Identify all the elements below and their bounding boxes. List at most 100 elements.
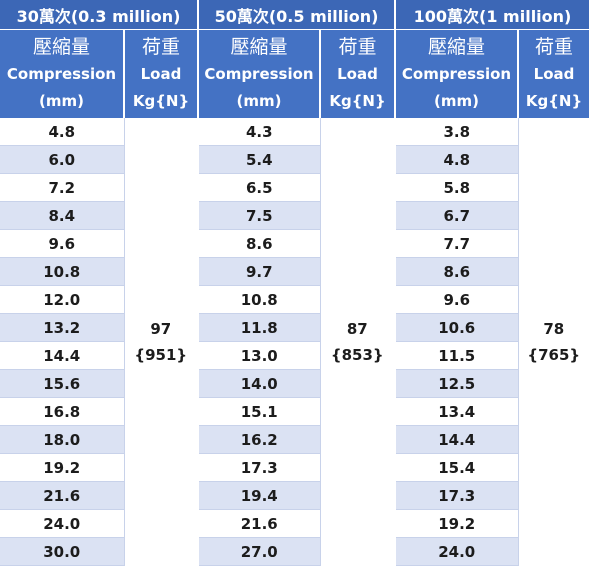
- compression-cell: 11.8: [198, 313, 320, 342]
- data-row: 13.2 11.8 10.6: [0, 313, 590, 342]
- load-cell: 97 {951}: [123, 118, 199, 566]
- load-cell: 78 {765}: [517, 118, 590, 566]
- compression-cell: 13.4: [395, 397, 518, 426]
- compression-cell: 7.2: [0, 173, 124, 202]
- load-line: 97: [150, 319, 172, 338]
- header-line: Compression: [6, 64, 117, 83]
- compression-cell: 19.2: [395, 509, 518, 538]
- compression-cell: 6.7: [395, 201, 518, 230]
- header-line: Kg{N}: [525, 91, 583, 110]
- compression-cell: 24.0: [0, 509, 124, 538]
- data-row: 6.0 5.4 4.8: [0, 145, 590, 174]
- header-line: Kg{N}: [329, 91, 386, 110]
- header-line: Load: [533, 64, 575, 83]
- header-row: 壓縮量 Compression (mm) 荷重 Load Kg{N} 壓縮量 Compress…: [0, 29, 590, 118]
- compression-cell: 6.0: [0, 145, 124, 174]
- header-line: Kg{N}: [132, 91, 190, 110]
- load-line: {951}: [134, 345, 188, 364]
- compression-cell: 19.2: [0, 453, 124, 482]
- header-line: 壓縮量: [32, 35, 90, 58]
- compression-cell: 15.6: [0, 369, 124, 398]
- compression-header: 壓縮量 Compression (mm): [0, 29, 125, 118]
- compression-cell: 13.0: [198, 341, 320, 370]
- header-line: 荷重: [338, 35, 377, 58]
- data-row: 9.6 8.6 7.7: [0, 229, 590, 258]
- compression-cell: 19.4: [198, 481, 320, 510]
- load-header: 荷重 Load Kg{N}: [518, 29, 590, 118]
- header-line: 壓縮量: [427, 35, 485, 58]
- compression-cell: 24.0: [395, 537, 518, 566]
- data-row: 15.6 14.0 12.5: [0, 369, 590, 398]
- compression-cell: 8.6: [198, 229, 320, 258]
- data-row: 30.0 27.0 24.0: [0, 537, 590, 566]
- compression-cell: 8.6: [395, 257, 518, 286]
- group-title: 50萬次(0.5 million): [198, 0, 396, 30]
- compression-cell: 5.4: [198, 145, 320, 174]
- title-row: 30萬次(0.3 million) 50萬次(0.5 million) 100萬次(…: [0, 0, 590, 30]
- compression-cell: 15.4: [395, 453, 518, 482]
- compression-cell: 30.0: [0, 537, 124, 566]
- compression-cell: 21.6: [0, 481, 124, 510]
- data-row: 24.0 21.6 19.2: [0, 509, 590, 538]
- compression-cell: 9.6: [0, 229, 124, 258]
- data-row: 4.8 97 {951} 4.3 87 {853} 3.8 78 {765}: [0, 118, 590, 566]
- compression-cell: 21.6: [198, 509, 320, 538]
- load-line: {765}: [527, 345, 581, 364]
- compression-cell: 15.1: [198, 397, 320, 426]
- compression-cell: 7.5: [198, 201, 320, 230]
- load-line: 78: [543, 319, 565, 338]
- header-line: Load: [337, 64, 378, 83]
- compression-cell: 16.2: [198, 425, 320, 454]
- header-line: (mm): [236, 91, 282, 110]
- table-body: 4.8 97 {951} 4.3 87 {853} 3.8 78 {765} 6.0 5.4 4.8 7…: [0, 118, 590, 566]
- data-row: 7.2 6.5 5.8: [0, 173, 590, 202]
- header-line: 荷重: [535, 35, 574, 58]
- group-title: 100萬次(1 million): [395, 0, 590, 30]
- group-title: 30萬次(0.3 million): [0, 0, 199, 30]
- compression-cell: 14.0: [198, 369, 320, 398]
- compression-cell: 12.5: [395, 369, 518, 398]
- header-line: Compression: [401, 64, 512, 83]
- compression-header: 壓縮量 Compression (mm): [198, 29, 321, 118]
- compression-cell: 12.0: [0, 285, 124, 314]
- compression-cell: 4.8: [0, 118, 124, 146]
- compression-cell: 10.8: [198, 285, 320, 314]
- data-row: 12.0 10.8 9.6: [0, 285, 590, 314]
- compression-cell: 9.7: [198, 257, 320, 286]
- data-row: 16.8 15.1 13.4: [0, 397, 590, 426]
- header-line: 荷重: [141, 35, 180, 58]
- header-line: Compression: [204, 64, 314, 83]
- header-line: Load: [140, 64, 182, 83]
- data-row: 14.4 13.0 11.5: [0, 341, 590, 370]
- load-cell: 87 {853}: [319, 118, 396, 566]
- compression-cell: 7.7: [395, 229, 518, 258]
- compression-cell: 11.5: [395, 341, 518, 370]
- compression-header: 壓縮量 Compression (mm): [395, 29, 519, 118]
- compression-cell: 17.3: [395, 481, 518, 510]
- load-line: {853}: [330, 345, 384, 364]
- compression-cell: 14.4: [395, 425, 518, 454]
- compression-cell: 14.4: [0, 341, 124, 370]
- compression-cell: 4.8: [395, 145, 518, 174]
- header-line: 壓縮量: [230, 35, 288, 58]
- compression-cell: 13.2: [0, 313, 124, 342]
- compression-cell: 4.3: [198, 118, 320, 146]
- compression-cell: 27.0: [198, 537, 320, 566]
- header-line: (mm): [434, 91, 479, 110]
- load-header: 荷重 Load Kg{N}: [320, 29, 396, 118]
- compression-cell: 9.6: [395, 285, 518, 314]
- compression-cell: 8.4: [0, 201, 124, 230]
- compression-cell: 16.8: [0, 397, 124, 426]
- data-row: 10.8 9.7 8.6: [0, 257, 590, 286]
- header-line: (mm): [39, 91, 84, 110]
- load-line: 87: [346, 319, 368, 338]
- compression-cell: 10.6: [395, 313, 518, 342]
- data-row: 19.2 17.3 15.4: [0, 453, 590, 482]
- compression-cell: 18.0: [0, 425, 124, 454]
- data-row: 18.0 16.2 14.4: [0, 425, 590, 454]
- compression-cell: 5.8: [395, 173, 518, 202]
- load-header: 荷重 Load Kg{N}: [124, 29, 199, 118]
- data-row: 21.6 19.4 17.3: [0, 481, 590, 510]
